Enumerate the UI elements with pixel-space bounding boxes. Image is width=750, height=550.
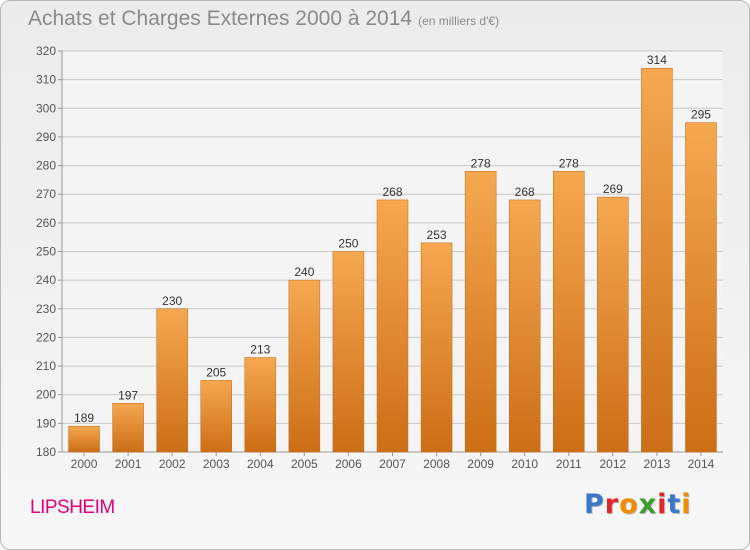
y-tick-label: 250: [36, 245, 56, 259]
bar-2009: [464, 171, 497, 453]
x-tick-label: 2003: [203, 457, 230, 471]
y-tick-label: 230: [36, 302, 56, 316]
bar-2006: [332, 251, 365, 453]
commune-name: LIPSHEIM: [30, 497, 115, 518]
bar-2005: [288, 279, 321, 453]
data-label: 189: [74, 411, 94, 425]
x-tick-label: 2000: [71, 457, 98, 471]
data-label: 278: [559, 156, 579, 170]
chart-title: Achats et Charges Externes 2000 à 2014 (e…: [28, 7, 499, 31]
proxiti-logo: Proxiti: [584, 489, 692, 520]
logo-letter: P: [584, 489, 605, 520]
x-tick-label: 2005: [291, 457, 318, 471]
y-tick-label: 200: [36, 388, 56, 402]
x-tick-label: 2010: [511, 457, 538, 471]
chart-title-text: Achats et Charges Externes 2000 à 2014: [28, 7, 413, 30]
bar-2010: [508, 199, 541, 453]
x-tick-label: 2012: [599, 457, 626, 471]
data-label: 268: [515, 185, 535, 199]
x-tick-label: 2009: [467, 457, 494, 471]
logo-letter: t: [667, 489, 682, 520]
data-label: 314: [647, 53, 667, 67]
y-tick-label: 190: [36, 416, 56, 430]
y-tick-label: 270: [36, 187, 56, 201]
y-tick-label: 220: [36, 330, 56, 344]
y-tick-label: 280: [36, 159, 56, 173]
data-label: 197: [118, 388, 138, 402]
data-label: 269: [603, 182, 623, 196]
x-tick-label: 2007: [379, 457, 406, 471]
data-label: 278: [471, 156, 491, 170]
logo-letter: r: [604, 489, 620, 520]
y-tick-label: 260: [36, 216, 56, 230]
logo-letter: i: [681, 489, 692, 520]
data-label: 205: [206, 365, 226, 379]
logo-letter: x: [638, 489, 658, 520]
bar-2007: [376, 199, 409, 453]
bar-2000: [68, 425, 100, 453]
bar-2004: [244, 357, 277, 453]
x-tick-label: 2014: [688, 457, 715, 471]
data-label: 253: [427, 228, 447, 242]
bar-2013: [641, 67, 673, 453]
data-label: 213: [250, 342, 270, 356]
data-label: 230: [162, 294, 182, 308]
y-tick-label: 290: [36, 130, 56, 144]
bar-2012: [597, 196, 629, 453]
x-tick-label: 2002: [159, 457, 186, 471]
chart-subtitle: (en milliers d'€): [418, 14, 500, 28]
y-tick-label: 180: [36, 445, 56, 459]
logo-letter: o: [619, 489, 639, 520]
x-tick-label: 2004: [247, 457, 274, 471]
data-label: 295: [691, 108, 711, 122]
y-tick-label: 320: [36, 44, 56, 58]
bar-2011: [553, 171, 585, 453]
bar-2008: [420, 242, 453, 453]
y-tick-label: 240: [36, 273, 56, 287]
data-label: 250: [338, 237, 358, 251]
bar-2003: [200, 380, 232, 453]
y-tick-label: 210: [36, 359, 56, 373]
bar-2001: [112, 403, 144, 453]
y-tick-label: 310: [36, 73, 56, 87]
x-tick-label: 2001: [115, 457, 142, 471]
x-tick-label: 2011: [556, 457, 582, 471]
data-label: 240: [294, 265, 314, 279]
x-tick-label: 2006: [335, 457, 362, 471]
y-tick-label: 300: [36, 101, 56, 115]
logo-letter: i: [657, 489, 668, 520]
bar-2014: [685, 122, 717, 453]
x-tick-label: 2013: [644, 457, 671, 471]
data-label: 268: [382, 185, 402, 199]
x-tick-label: 2008: [423, 457, 450, 471]
bar-2002: [156, 308, 188, 453]
